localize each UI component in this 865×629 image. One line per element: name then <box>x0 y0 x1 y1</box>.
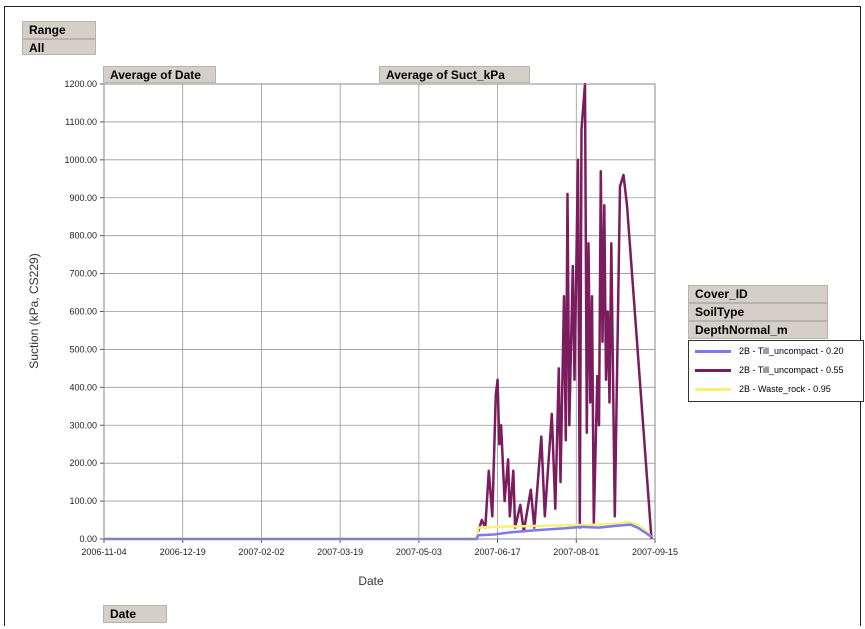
legend-item: 2B - Till_uncompact - 0.55 <box>695 362 861 378</box>
y-tick-label: 500.00 <box>69 344 97 354</box>
y-tick-label: 100.00 <box>69 496 97 506</box>
x-tick-label: 2007-05-03 <box>396 547 442 557</box>
series-line <box>104 523 653 541</box>
range-filter-value[interactable]: All <box>22 39 96 55</box>
average-of-date-field-button[interactable]: Average of Date <box>103 66 216 83</box>
y-tick-label: 600.00 <box>69 307 97 317</box>
legend-label: 2B - Waste_rock - 0.95 <box>739 384 831 394</box>
legend-item: 2B - Till_uncompact - 0.20 <box>695 343 861 359</box>
legend: 2B - Till_uncompact - 0.20 2B - Till_unc… <box>688 340 864 402</box>
series-layer <box>104 82 653 541</box>
y-tick-label: 700.00 <box>69 269 97 279</box>
x-tick-label: 2006-12-19 <box>160 547 206 557</box>
legend-swatch <box>695 369 731 372</box>
soil-type-field-button[interactable]: SoilType <box>688 303 828 321</box>
x-tick-label: 2006-11-04 <box>81 547 126 557</box>
y-tick-label: 200.00 <box>69 458 97 468</box>
report-frame <box>4 6 861 626</box>
x-tick-label: 2007-02-02 <box>238 547 284 557</box>
y-tick-labels: 0.00 100.00 200.00 300.00 400.00 500.00 600.00… <box>64 79 97 544</box>
series-line <box>104 520 653 541</box>
depth-normal-field-button[interactable]: DepthNormal_m <box>688 321 828 339</box>
y-tick-label: 900.00 <box>69 193 97 203</box>
x-tick-labels: 2006-11-04 2006-12-19 2007-02-02 2007-03-19… <box>81 547 678 557</box>
y-tick-label: 1100.00 <box>65 117 97 127</box>
x-axis-label: Date <box>358 574 384 588</box>
y-tick-label: 1200.00 <box>64 79 97 89</box>
average-of-suction-field-button[interactable]: Average of Suct_kPa <box>379 66 530 83</box>
x-tick-label: 2007-08-01 <box>553 547 599 557</box>
y-tick-label: 800.00 <box>69 231 97 241</box>
y-tick-label: 1000.00 <box>64 155 97 165</box>
legend-swatch <box>695 350 731 353</box>
x-tick-label: 2007-09-15 <box>632 547 678 557</box>
y-tick-label: 0.00 <box>79 534 97 544</box>
date-field-button[interactable]: Date <box>103 605 167 623</box>
y-axis-label: Suction (kPa, CS229) <box>27 253 41 368</box>
x-tick-label: 2007-03-19 <box>317 547 363 557</box>
legend-swatch <box>695 388 731 391</box>
legend-item: 2B - Waste_rock - 0.95 <box>695 381 861 397</box>
cover-id-field-button[interactable]: Cover_ID <box>688 285 828 303</box>
x-tick-label: 2007-06-17 <box>475 547 521 557</box>
legend-label: 2B - Till_uncompact - 0.20 <box>739 346 844 356</box>
y-tick-label: 300.00 <box>69 420 97 430</box>
plot-area-border <box>103 83 656 540</box>
legend-label: 2B - Till_uncompact - 0.55 <box>739 365 844 375</box>
series-line <box>477 82 653 540</box>
y-tick-label: 400.00 <box>69 382 97 392</box>
range-field-button[interactable]: Range <box>22 21 96 39</box>
